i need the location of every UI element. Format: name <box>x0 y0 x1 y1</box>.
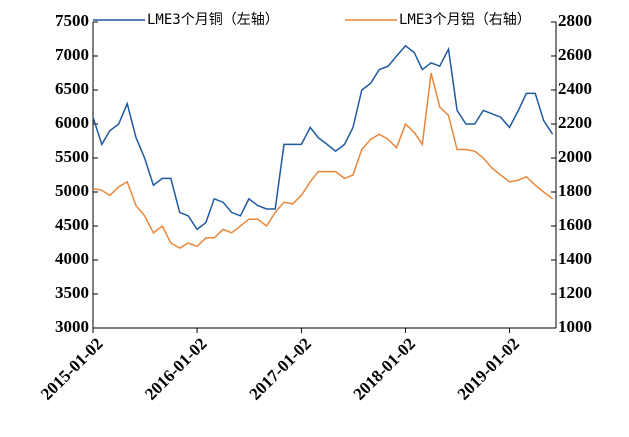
y-tick-label: 5500 <box>55 147 89 166</box>
y2-tick-label: 1800 <box>558 181 592 200</box>
y2-tick-label: 2000 <box>558 147 592 166</box>
y2-tick-label: 2400 <box>558 79 592 98</box>
y-tick-label: 5000 <box>55 181 89 200</box>
y2-tick-label: 1600 <box>558 215 592 234</box>
y2-tick-label: 1000 <box>558 317 592 336</box>
line-series <box>92 72 554 249</box>
y-tick-label: 6500 <box>55 79 89 98</box>
y-tick-label: 4500 <box>55 215 89 234</box>
x-tick-label: 2018-01-02 <box>350 334 420 404</box>
y2-tick-label: 2600 <box>558 45 592 64</box>
y2-tick-label: 1200 <box>558 283 592 302</box>
y2-tick-label: 2200 <box>558 113 592 132</box>
legend-label: LME3个月铝（右轴） <box>399 12 531 28</box>
x-tick-label: 2015-01-02 <box>37 334 107 404</box>
y-tick-label: 4000 <box>55 249 89 268</box>
y-tick-label: 3000 <box>55 317 89 336</box>
y-tick-label: 6000 <box>55 113 89 132</box>
x-tick-label: 2019-01-02 <box>454 334 524 404</box>
y-tick-label: 7500 <box>55 11 89 30</box>
y-tick-label: 7000 <box>55 45 89 64</box>
x-tick-label: 2016-01-02 <box>141 334 211 404</box>
x-tick-label: 2017-01-02 <box>245 334 315 404</box>
y2-tick-label: 1400 <box>558 249 592 268</box>
y-tick-label: 3500 <box>55 283 89 302</box>
line-series <box>92 44 554 231</box>
y2-tick-label: 2800 <box>558 11 592 30</box>
legend-label: LME3个月铜（左轴） <box>147 12 279 28</box>
